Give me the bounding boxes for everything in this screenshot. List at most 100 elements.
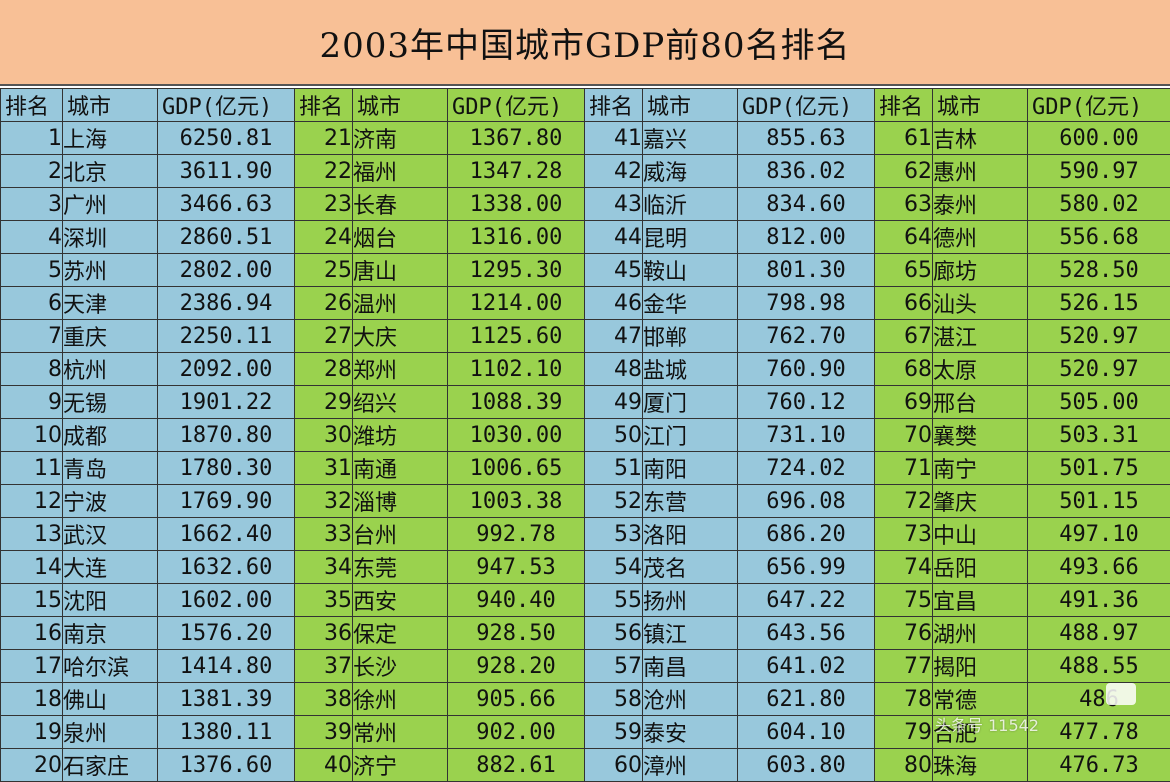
rank-cell: 67	[875, 320, 933, 353]
header-city: 城市	[353, 89, 448, 122]
city-cell: 大庆	[353, 320, 448, 353]
gdp-cell: 731.10	[738, 419, 875, 452]
rank-cell: 10	[1, 419, 63, 452]
gdp-cell: 902.00	[448, 716, 585, 749]
gdp-cell: 836.02	[738, 155, 875, 188]
rank-cell: 22	[295, 155, 353, 188]
city-cell: 珠海	[933, 749, 1028, 782]
gdp-cell: 647.22	[738, 584, 875, 617]
gdp-cell: 505.00	[1028, 386, 1170, 419]
city-cell: 嘉兴	[643, 122, 738, 155]
gdp-cell: 580.02	[1028, 188, 1170, 221]
rank-cell: 18	[1, 683, 63, 716]
city-cell: 唐山	[353, 254, 448, 287]
gdp-cell: 2802.00	[158, 254, 295, 287]
gdp-cell: 1414.80	[158, 650, 295, 683]
rank-cell: 16	[1, 617, 63, 650]
city-cell: 扬州	[643, 584, 738, 617]
rank-cell: 4	[1, 221, 63, 254]
gdp-cell: 801.30	[738, 254, 875, 287]
rank-cell: 25	[295, 254, 353, 287]
city-cell: 盐城	[643, 353, 738, 386]
rank-cell: 63	[875, 188, 933, 221]
rank-cell: 30	[295, 419, 353, 452]
gdp-cell: 1295.30	[448, 254, 585, 287]
city-cell: 吉林	[933, 122, 1028, 155]
rank-cell: 3	[1, 188, 63, 221]
rank-cell: 75	[875, 584, 933, 617]
city-cell: 常德	[933, 683, 1028, 716]
city-cell: 南昌	[643, 650, 738, 683]
gdp-cell: 493.66	[1028, 551, 1170, 584]
city-cell: 太原	[933, 353, 1028, 386]
city-cell: 烟台	[353, 221, 448, 254]
city-cell: 鞍山	[643, 254, 738, 287]
rank-cell: 68	[875, 353, 933, 386]
gdp-cell: 1380.11	[158, 716, 295, 749]
rank-cell: 7	[1, 320, 63, 353]
gdp-cell: 1870.80	[158, 419, 295, 452]
city-cell: 深圳	[63, 221, 158, 254]
city-cell: 宁波	[63, 485, 158, 518]
city-cell: 哈尔滨	[63, 650, 158, 683]
header-row: 排名 城市 GDP(亿元) 排名 城市 GDP(亿元) 排名 城市 GDP(亿元…	[1, 89, 1170, 122]
gdp-cell: 762.70	[738, 320, 875, 353]
gdp-cell: 526.15	[1028, 287, 1170, 320]
rank-cell: 77	[875, 650, 933, 683]
rank-cell: 42	[585, 155, 643, 188]
gdp-cell: 724.02	[738, 452, 875, 485]
city-cell: 重庆	[63, 320, 158, 353]
city-cell: 徐州	[353, 683, 448, 716]
rank-cell: 34	[295, 551, 353, 584]
rank-cell: 65	[875, 254, 933, 287]
gdp-cell: 2250.11	[158, 320, 295, 353]
gdp-cell: 1102.10	[448, 353, 585, 386]
city-cell: 潍坊	[353, 419, 448, 452]
gdp-cell: 556.68	[1028, 221, 1170, 254]
city-cell: 襄樊	[933, 419, 1028, 452]
rank-cell: 51	[585, 452, 643, 485]
city-cell: 泰州	[933, 188, 1028, 221]
city-cell: 揭阳	[933, 650, 1028, 683]
rank-cell: 12	[1, 485, 63, 518]
city-cell: 佛山	[63, 683, 158, 716]
gdp-cell: 1381.39	[158, 683, 295, 716]
city-cell: 惠州	[933, 155, 1028, 188]
gdp-cell: 760.90	[738, 353, 875, 386]
rank-cell: 8	[1, 353, 63, 386]
city-cell: 武汉	[63, 518, 158, 551]
city-cell: 湛江	[933, 320, 1028, 353]
gdp-cell: 928.50	[448, 617, 585, 650]
gdp-cell: 656.99	[738, 551, 875, 584]
rank-cell: 46	[585, 287, 643, 320]
rank-cell: 44	[585, 221, 643, 254]
city-cell: 邢台	[933, 386, 1028, 419]
rank-cell: 58	[585, 683, 643, 716]
rank-cell: 62	[875, 155, 933, 188]
gdp-cell: 641.02	[738, 650, 875, 683]
rank-cell: 28	[295, 353, 353, 386]
gdp-cell: 3466.63	[158, 188, 295, 221]
rank-cell: 43	[585, 188, 643, 221]
gdp-cell: 1576.20	[158, 617, 295, 650]
rank-cell: 35	[295, 584, 353, 617]
rank-cell: 76	[875, 617, 933, 650]
gdp-cell: 1347.28	[448, 155, 585, 188]
gdp-cell: 1367.80	[448, 122, 585, 155]
header-rank: 排名	[1, 89, 63, 122]
rank-cell: 49	[585, 386, 643, 419]
gdp-cell: 477.78	[1028, 716, 1170, 749]
rank-cell: 69	[875, 386, 933, 419]
city-cell: 长春	[353, 188, 448, 221]
gdp-cell: 3611.90	[158, 155, 295, 188]
city-cell: 肇庆	[933, 485, 1028, 518]
